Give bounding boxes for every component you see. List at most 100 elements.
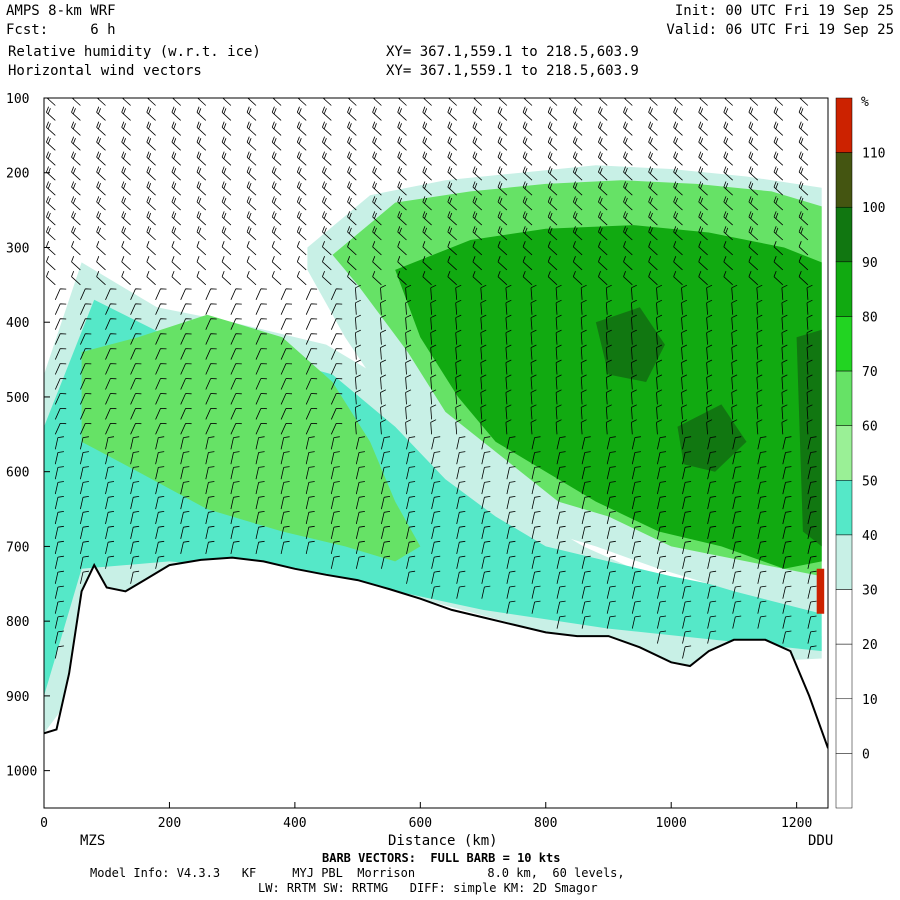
wind-barb xyxy=(80,451,89,465)
wind-barb xyxy=(707,630,717,644)
wind-barb xyxy=(807,436,817,450)
wind-barb xyxy=(96,256,106,271)
wind-barb xyxy=(422,226,432,241)
wind-barb xyxy=(155,288,167,300)
wind-barb xyxy=(480,389,487,405)
wind-barb xyxy=(522,121,533,136)
wind-barb xyxy=(130,555,140,569)
wind-barb xyxy=(196,256,207,271)
wind-barb xyxy=(480,284,487,300)
wind-barb xyxy=(556,570,566,584)
wind-barb xyxy=(280,511,290,525)
wind-barb xyxy=(54,436,64,450)
wind-barb xyxy=(782,511,792,525)
wind-barb xyxy=(105,333,117,345)
wind-barb xyxy=(255,378,267,390)
wind-barb xyxy=(205,318,217,330)
wind-barb xyxy=(105,451,115,465)
wind-barb xyxy=(798,256,809,271)
wind-barb xyxy=(706,359,713,375)
wind-barb xyxy=(707,496,717,510)
wind-barb xyxy=(130,333,142,345)
wind-barb xyxy=(522,196,533,211)
x-label-left-station: MZS xyxy=(80,833,106,849)
wind-barb xyxy=(305,481,315,495)
wind-barb xyxy=(221,121,232,136)
wind-barb xyxy=(355,314,361,330)
wind-barb xyxy=(673,166,683,181)
wind-barb xyxy=(280,288,293,300)
y-tick-label: 1000 xyxy=(6,765,37,780)
wind-barb xyxy=(54,511,64,525)
wind-barb xyxy=(322,151,332,166)
wind-barb xyxy=(197,98,207,106)
wind-barb xyxy=(605,344,612,360)
wind-barb xyxy=(547,196,558,211)
wind-barb xyxy=(706,299,713,315)
wind-barb xyxy=(171,98,181,106)
wind-barb xyxy=(322,196,332,211)
wind-barb xyxy=(105,423,117,435)
wind-barb xyxy=(422,256,432,271)
wind-barb xyxy=(773,106,784,121)
wind-barb xyxy=(355,344,361,360)
wind-barb xyxy=(806,299,813,315)
wind-barb xyxy=(572,136,583,151)
wind-barb xyxy=(155,393,167,405)
colorbar-label: 40 xyxy=(862,529,878,544)
wind-barb xyxy=(196,136,207,151)
wind-barb xyxy=(80,348,92,360)
wind-barb xyxy=(146,151,156,166)
wind-barb xyxy=(355,374,361,390)
wind-barb xyxy=(130,423,142,435)
wind-barb xyxy=(54,363,67,375)
wind-barb xyxy=(430,374,437,390)
wind-barb xyxy=(71,151,81,166)
wind-barb xyxy=(322,211,332,226)
wind-barb xyxy=(782,481,792,495)
wind-barb xyxy=(807,645,817,659)
wind-barb xyxy=(372,211,382,226)
wind-barb xyxy=(522,226,533,241)
wind-barb xyxy=(748,181,759,196)
wind-barb xyxy=(80,525,89,539)
wind-barb xyxy=(347,151,357,166)
wind-barb xyxy=(707,570,717,584)
wind-barb xyxy=(121,196,131,211)
wind-barb xyxy=(648,106,658,121)
wind-barb xyxy=(171,151,181,166)
x-label-right-station: DDU xyxy=(808,833,834,849)
wind-barb xyxy=(431,525,441,539)
wind-barb xyxy=(806,344,813,360)
wind-barb xyxy=(221,211,232,226)
wind-barb xyxy=(296,181,307,196)
wind-barb xyxy=(682,481,692,495)
wind-barb xyxy=(731,359,738,375)
wind-barb xyxy=(506,525,516,539)
wind-barb xyxy=(657,540,667,554)
wind-barb xyxy=(372,106,382,121)
wind-barb xyxy=(146,226,156,241)
wind-barb xyxy=(657,525,667,539)
wind-barb xyxy=(271,121,282,136)
wind-barb xyxy=(472,196,483,211)
wind-barb xyxy=(723,211,733,226)
wind-barb xyxy=(757,600,767,614)
wind-barb xyxy=(798,241,809,256)
wind-barb xyxy=(531,481,541,495)
wind-barb xyxy=(505,374,512,390)
wind-barb xyxy=(105,408,117,420)
wind-barb xyxy=(180,466,190,480)
wind-barb xyxy=(648,196,658,211)
wind-barb xyxy=(247,98,257,106)
wind-barb xyxy=(631,374,637,390)
wind-barb xyxy=(255,318,267,330)
wind-barb xyxy=(405,314,412,330)
wind-barb xyxy=(773,241,784,256)
wind-barb xyxy=(205,451,215,465)
wind-barb xyxy=(330,393,343,405)
wind-barb xyxy=(530,329,537,345)
wind-barb xyxy=(80,378,92,390)
wind-barb xyxy=(80,318,92,330)
wind-barb xyxy=(205,496,215,510)
